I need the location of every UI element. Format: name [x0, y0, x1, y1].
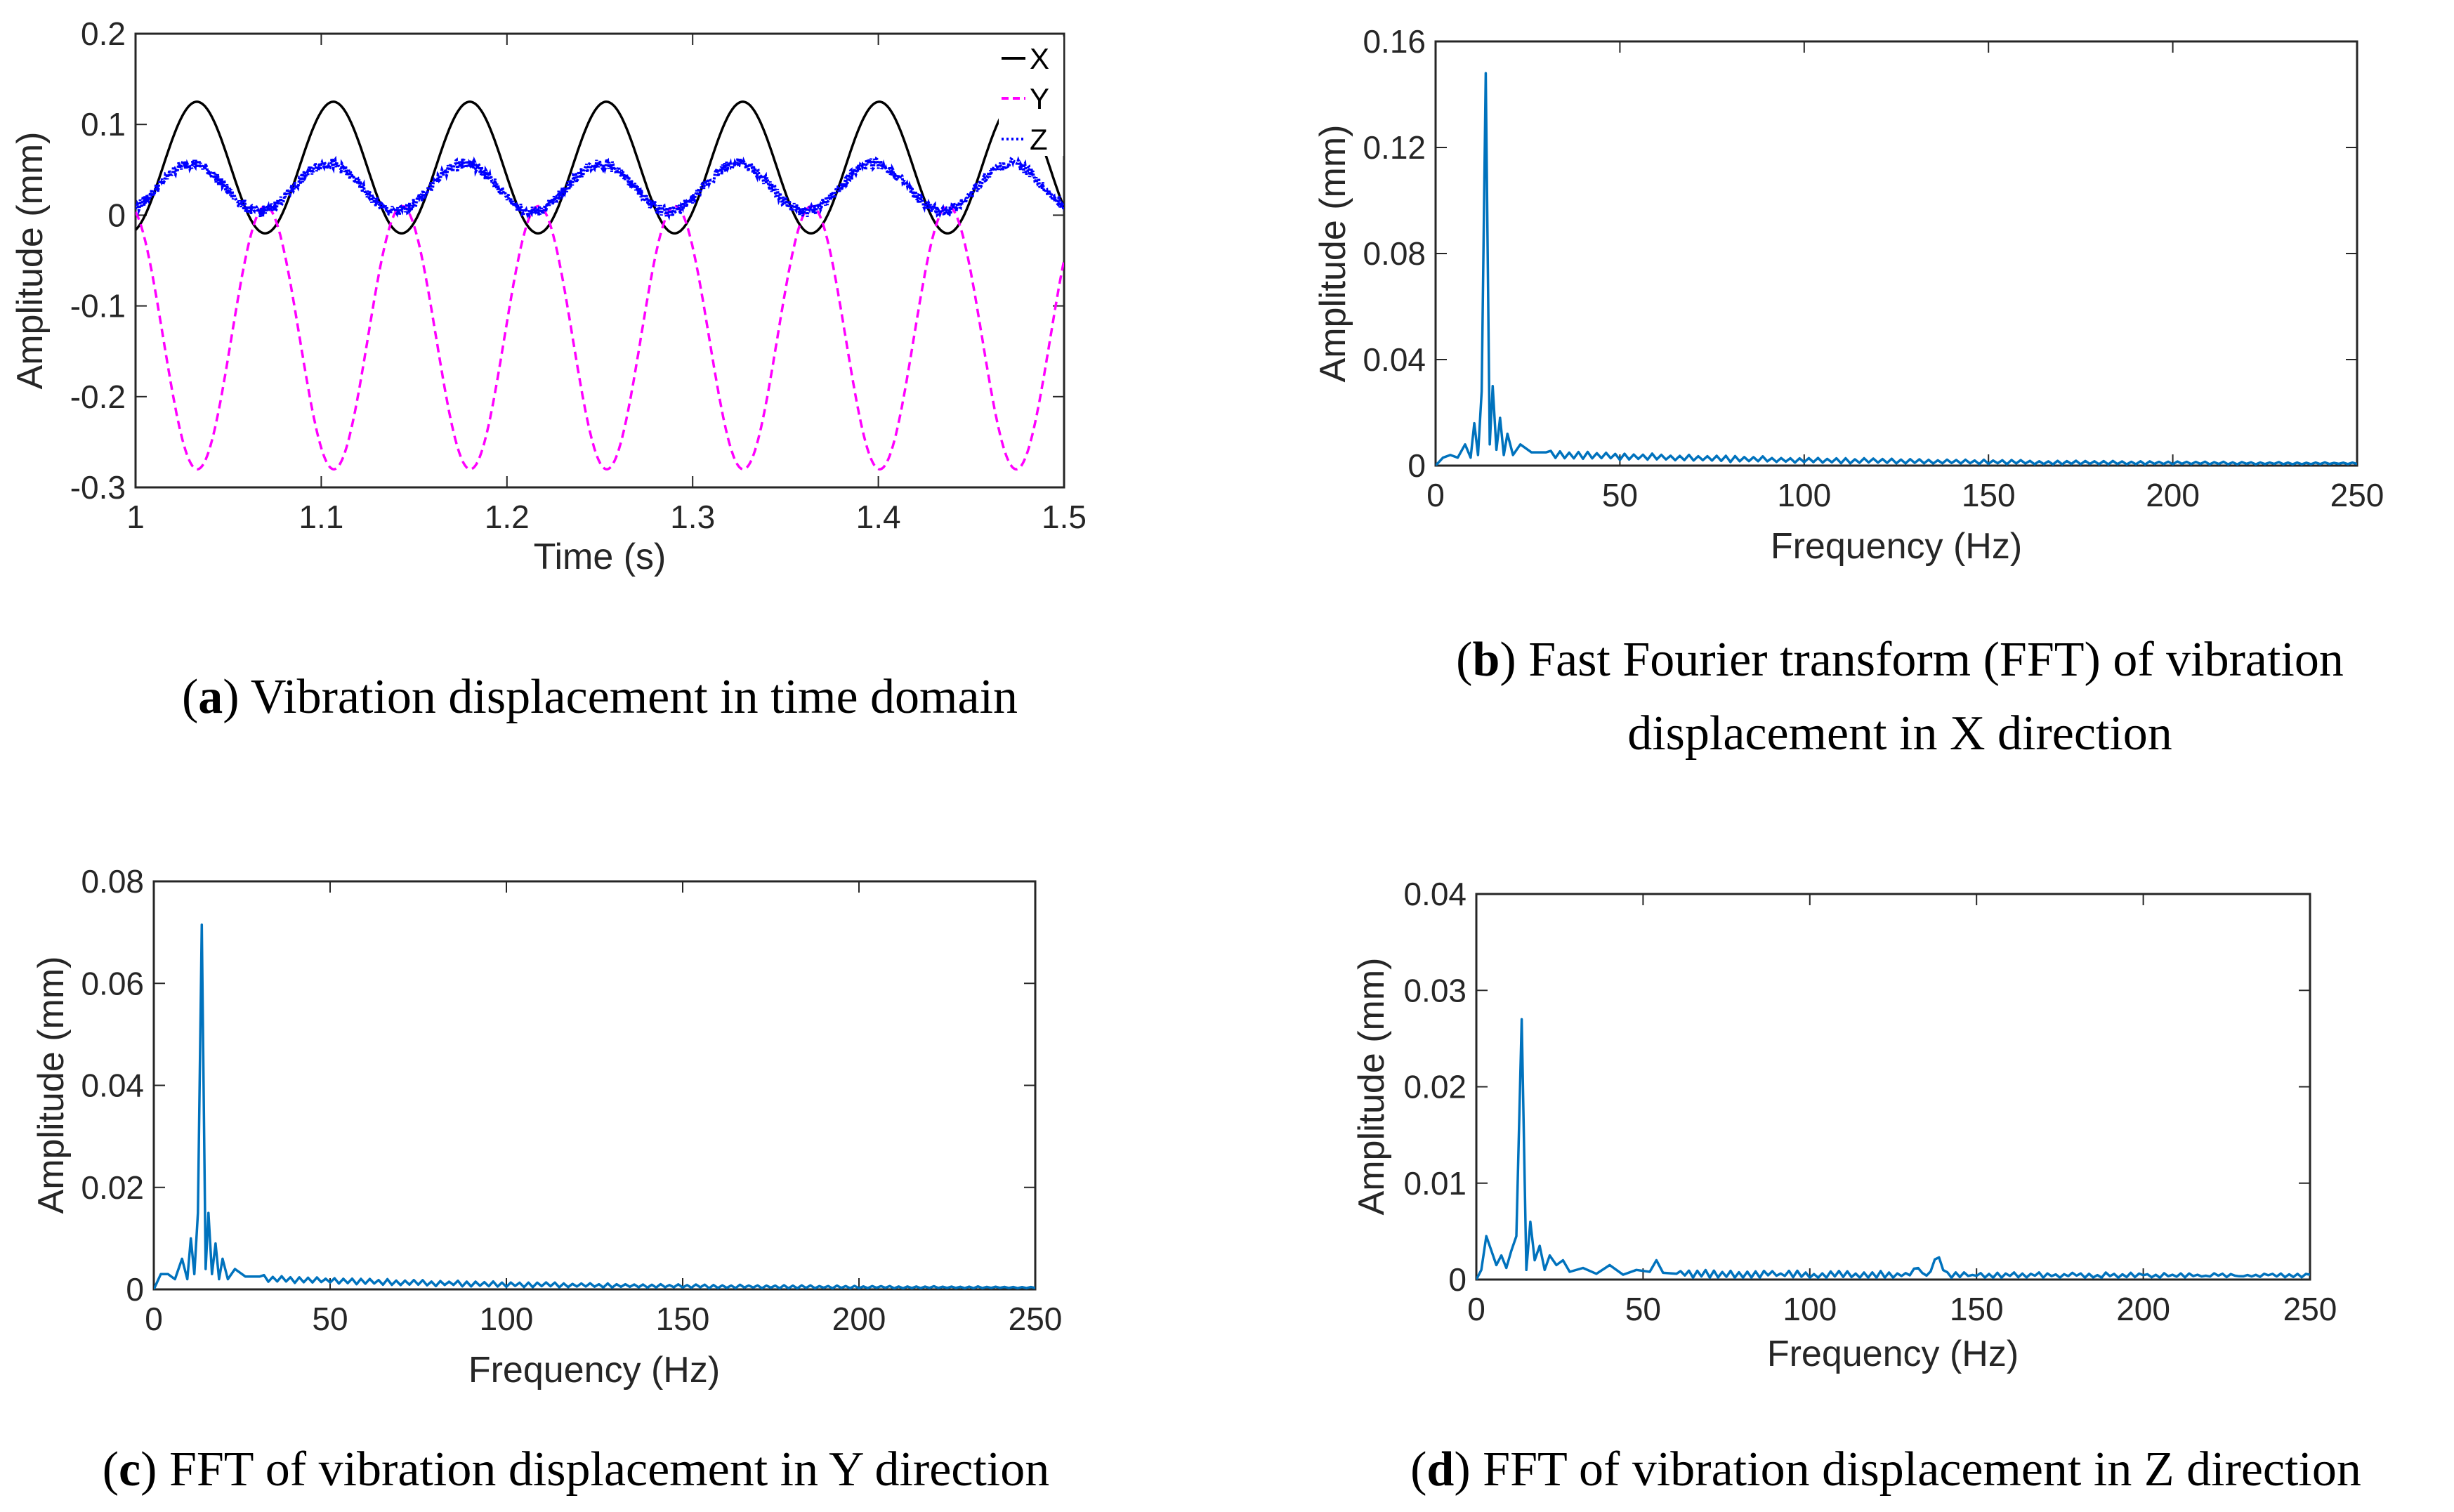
x-tick-label: 250	[1009, 1301, 1063, 1337]
caption-b-text1: Fast Fourier transform (FFT) of vibratio…	[1516, 633, 2344, 687]
y-tick-label: 0.08	[81, 863, 144, 900]
x-tick-label: 150	[656, 1301, 710, 1337]
caption-a-text: Vibration displacement in time domain	[240, 670, 1018, 724]
x-tick-label: 100	[1783, 1291, 1837, 1327]
panel-c-fft-y: 0 50 100 150 200 250 0 0.02 0.04 0.06 0.08 Frequen…	[31, 863, 1062, 1391]
series-layer-a	[136, 100, 1064, 471]
plot-frame-c	[152, 880, 1037, 1291]
y-tick-label: 0.1	[81, 106, 126, 143]
caption-c-text: FFT of vibration displacement in Y direc…	[157, 1442, 1049, 1497]
legend-label-x: X	[1030, 42, 1049, 75]
y-tick-label: 0.01	[1403, 1165, 1467, 1202]
legend-label-y: Y	[1030, 82, 1049, 115]
x-tick-label: 50	[1602, 477, 1638, 513]
y-tick-label: 0.04	[81, 1067, 144, 1104]
x-tick-label: 200	[2116, 1291, 2170, 1327]
x-tick-label: 0	[145, 1301, 163, 1337]
caption-a-letter: a	[198, 670, 223, 724]
x-tick-label: 250	[2330, 477, 2384, 513]
y-tick-label: -0.2	[70, 379, 126, 415]
y-axis-label-b: Amplitude (mm)	[1313, 125, 1353, 383]
plot-frame-d	[1475, 893, 2311, 1281]
plot-frame-b	[1434, 40, 2358, 467]
y-tick-label: 0.16	[1363, 23, 1426, 60]
y-tick-label: 0.04	[1403, 876, 1467, 912]
plot-frame-a	[134, 32, 1065, 489]
y-tick-label: -0.3	[70, 469, 126, 506]
x-tick-label: 100	[480, 1301, 534, 1337]
x-axis-label-d: Frequency (Hz)	[1767, 1334, 2019, 1374]
x-tick-label: 50	[312, 1301, 348, 1337]
caption-c: (c) FFT of vibration displacement in Y d…	[103, 1442, 1050, 1497]
y-axis-label-c: Amplitude (mm)	[31, 956, 72, 1214]
y-tick-label: 0.02	[81, 1169, 144, 1206]
x-tick-label: 150	[1962, 477, 2016, 513]
y-tick-label: 0.04	[1363, 341, 1426, 378]
legend: X Y Z	[999, 37, 1063, 156]
x-tick-label: 0	[1467, 1291, 1485, 1327]
panel-a-time-domain: 1 1.1 1.2 1.3 1.4 1.5 -0.3 -0.2 -0.1 0 0.1 0.2 Time…	[10, 15, 1087, 577]
x-axis-label-c: Frequency (Hz)	[468, 1350, 720, 1391]
y-tick-label: 0	[1448, 1261, 1467, 1298]
y-tick-label: 0.08	[1363, 235, 1426, 272]
series-y	[136, 204, 1064, 471]
y-tick-label: 0	[107, 197, 126, 233]
caption-a: (a) Vibration displacement in time domai…	[182, 670, 1018, 724]
caption-b-letter: b	[1472, 633, 1500, 687]
x-tick-label: 1	[126, 499, 145, 535]
series-layer-d	[1476, 1018, 2310, 1280]
y-axis-label-a: Amplitude (mm)	[10, 132, 51, 390]
caption-d-text: FFT of vibration displacement in Z direc…	[1471, 1442, 2361, 1497]
x-tick-label: 0	[1426, 477, 1445, 513]
x-tick-label: 200	[2146, 477, 2200, 513]
y-tick-label: 0.03	[1403, 972, 1467, 1008]
legend-label-z: Z	[1030, 123, 1048, 156]
caption-c-letter: c	[119, 1442, 140, 1497]
tick-labels-b: 0 50 100 150 200 250 0 0.04 0.08 0.12 0.16	[1363, 23, 2384, 513]
x-tick-label: 1.1	[298, 499, 343, 535]
fft-series-d	[1476, 1018, 2310, 1280]
caption-d: (d) FFT of vibration displacement in Z d…	[1410, 1442, 2361, 1497]
tick-labels-a: 1 1.1 1.2 1.3 1.4 1.5 -0.3 -0.2 -0.1 0 0.1 0.2	[70, 15, 1087, 535]
fft-series-c	[154, 923, 1035, 1289]
x-tick-label: 100	[1777, 477, 1831, 513]
series-layer-c	[154, 923, 1035, 1289]
series-layer-b	[1436, 72, 2357, 466]
ticks-b	[1435, 41, 2358, 466]
x-axis-label-b: Frequency (Hz)	[1771, 526, 2022, 567]
x-tick-label: 50	[1625, 1291, 1661, 1327]
legend-box	[999, 37, 1063, 156]
x-tick-label: 1.4	[856, 499, 901, 535]
caption-b-line1: (b) Fast Fourier transform (FFT) of vibr…	[1456, 633, 2344, 687]
y-axis-label-d: Amplitude (mm)	[1351, 958, 1392, 1216]
ticks-c	[153, 881, 1036, 1290]
y-tick-label: -0.1	[70, 288, 126, 324]
y-tick-label: 0.2	[81, 15, 126, 52]
y-tick-label: 0.02	[1403, 1069, 1467, 1105]
x-tick-label: 150	[1950, 1291, 2004, 1327]
y-tick-label: 0	[126, 1271, 144, 1308]
x-tick-label: 1.3	[670, 499, 715, 535]
caption-b-line2: displacement in X direction	[1627, 706, 2172, 761]
y-tick-label: 0	[1408, 447, 1426, 484]
ticks-d	[1476, 893, 2311, 1280]
x-tick-label: 1.5	[1042, 499, 1087, 535]
panel-b-fft-x: 0 50 100 150 200 250 0 0.04 0.08 0.12 0.16 Frequen…	[1313, 23, 2384, 567]
x-axis-label-a: Time (s)	[534, 537, 667, 577]
series-z	[136, 154, 1064, 221]
x-tick-label: 250	[2283, 1291, 2337, 1327]
tick-labels-d: 0 50 100 150 200 250 0 0.01 0.02 0.03 0.04	[1403, 876, 2337, 1327]
fft-series-b	[1436, 72, 2357, 466]
x-tick-label: 200	[832, 1301, 886, 1337]
caption-d-letter: d	[1426, 1442, 1454, 1497]
x-tick-label: 1.2	[485, 499, 530, 535]
panel-d-fft-z: 0 50 100 150 200 250 0 0.01 0.02 0.03 0.04 Frequen…	[1351, 876, 2337, 1374]
y-tick-label: 0.06	[81, 965, 144, 1001]
tick-labels-c: 0 50 100 150 200 250 0 0.02 0.04 0.06 0.08	[81, 863, 1062, 1337]
y-tick-label: 0.12	[1363, 129, 1426, 166]
